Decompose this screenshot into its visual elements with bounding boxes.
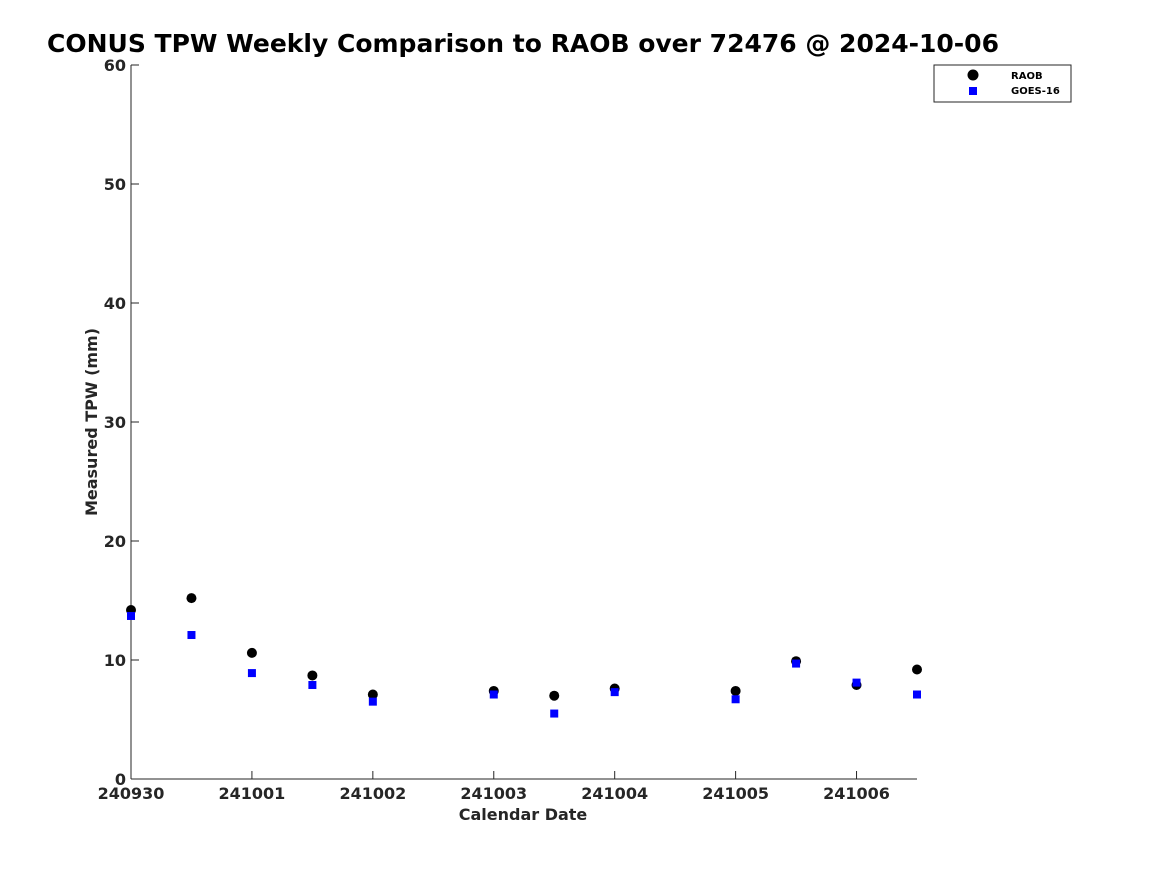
data-points [126,593,922,718]
raob-point [186,593,197,604]
legend-goes-marker [969,87,977,95]
x-axis-label: Calendar Date [459,805,588,824]
x-tick-label: 241005 [702,784,769,803]
raob-point [367,689,378,700]
raob-point [730,685,741,696]
y-tick-label: 40 [104,294,126,313]
x-tick-label: 241003 [460,784,527,803]
y-tick-label: 10 [104,651,126,670]
legend-raob-label: RAOB [1011,71,1043,82]
x-tick-label: 241001 [219,784,286,803]
goes-16-point [308,680,317,689]
goes-16-point [247,669,256,678]
goes-16-point [187,631,196,640]
x-tick-label: 240930 [98,784,165,803]
legend-raob-marker [967,69,979,81]
y-ticks: 0 10 20 30 40 50 60 [104,56,139,789]
legend-goes-label: GOES-16 [1011,86,1060,97]
goes-16-point [913,690,921,699]
x-tick-label: 241006 [823,784,890,803]
x-tick-label: 241004 [581,784,648,803]
goes-16-point [550,709,559,718]
y-tick-label: 60 [104,56,126,75]
y-tick-label: 30 [104,413,126,432]
raob-point [549,690,560,701]
raob-point [307,670,318,681]
x-tick-label: 241002 [339,784,406,803]
goes-16-point [731,695,740,704]
x-ticks: 240930 241001 241002 241003 241004 241005 2410… [98,771,890,803]
y-tick-label: 50 [104,175,126,194]
goes-16-point [127,611,135,620]
goes-16-point [368,697,377,706]
goes-16-point [792,659,801,668]
legend-box [933,64,1072,103]
goes-16-point [852,678,861,687]
raob-point [246,647,257,658]
chart-title: CONUS TPW Weekly Comparison to RAOB over… [47,29,999,58]
y-axis-label: Measured TPW (mm) [82,328,101,516]
y-tick-label: 0 [115,770,126,789]
raob-point [912,664,922,675]
goes-16-point [489,690,498,699]
legend: RAOB GOES-16 [933,64,1072,103]
goes-16-point [610,688,619,697]
y-tick-label: 20 [104,532,126,551]
